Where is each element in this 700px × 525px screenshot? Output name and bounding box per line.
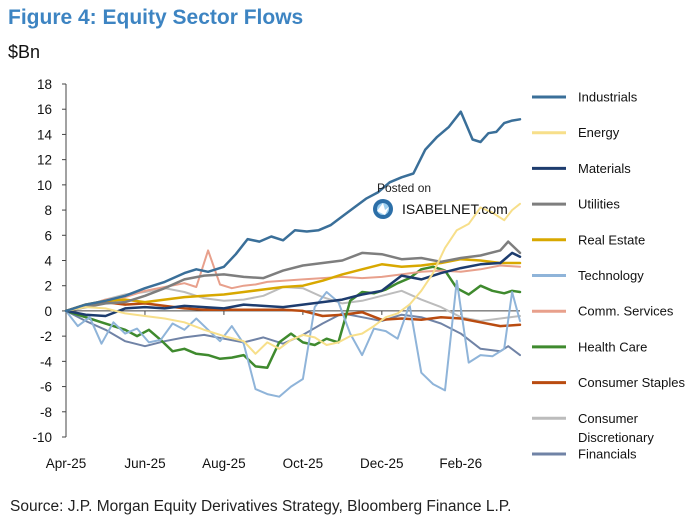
y-tick-label: 12 [37,153,52,168]
legend-label-consumer-staples: Consumer Staples [578,375,685,390]
x-tick-label: Feb-26 [439,456,482,471]
y-tick-label: -2 [40,329,52,344]
watermark: Posted on ISABELNET.com [372,181,512,225]
y-tick-label: 10 [37,178,52,193]
legend-label-energy: Energy [578,125,620,140]
series-line-industrials [64,110,522,313]
x-tick-label: Dec-25 [360,456,404,471]
watermark-posted-text: Posted on [377,181,432,195]
y-axis-unit-label: $Bn [8,42,41,62]
legend-label-industrials: Industrials [578,90,638,105]
series-line-energy [65,202,521,355]
series-line-utilities [64,240,522,313]
legend-label-technology: Technology [578,268,644,283]
y-tick-label: 8 [44,203,52,218]
chart-series-lines [64,110,522,398]
series-line-technology [65,279,521,398]
x-tick-label: Aug-25 [202,456,246,471]
y-tick-label: -6 [40,380,52,395]
y-tick-label: -10 [32,430,52,445]
legend-label-real-estate: Real Estate [578,232,645,247]
chart-legend: Industrials Energy Materials Utilities Real … [532,90,685,462]
x-tick-label: Apr-25 [46,456,87,471]
legend-label-consumer-discretionary: Consumer Discretionary [578,411,654,445]
y-tick-label: 16 [37,102,52,117]
chart-source-note: Source: J.P. Morgan Equity Derivatives S… [10,498,512,515]
series-line-materials [64,251,522,318]
y-tick-label: 18 [37,77,52,92]
chart-title: Figure 4: Equity Sector Flows [8,6,304,29]
y-tick-label: 14 [37,127,53,142]
equity-sector-flows-chart: 18 16 14 12 10 8 6 4 2 0 -2 -4 -6 -8 -10 Apr-25 Jun-25 Au… [32,77,685,471]
watermark-site-text: ISABELNET.com [402,201,508,217]
y-tick-label: 2 [44,279,52,294]
legend-label-health-care: Health Care [578,339,647,354]
series-line-consumer-staples [64,300,522,328]
y-tick-label: 6 [44,228,52,243]
legend-label-financials: Financials [578,447,637,462]
y-tick-label: -4 [40,354,52,369]
isabelnet-logo-icon [373,199,393,219]
y-tick-label: -8 [40,405,52,420]
y-tick-label: 4 [44,254,52,269]
legend-label-materials: Materials [578,161,631,176]
legend-label-comm-services: Comm. Services [578,304,674,319]
legend-label-utilities: Utilities [578,197,620,212]
chart-axes: 18 16 14 12 10 8 6 4 2 0 -2 -4 -6 -8 -10 Apr-25 Jun-25 Au… [32,77,520,471]
x-tick-label: Oct-25 [283,456,324,471]
y-tick-label: 0 [44,304,52,319]
x-tick-label: Jun-25 [124,456,165,471]
